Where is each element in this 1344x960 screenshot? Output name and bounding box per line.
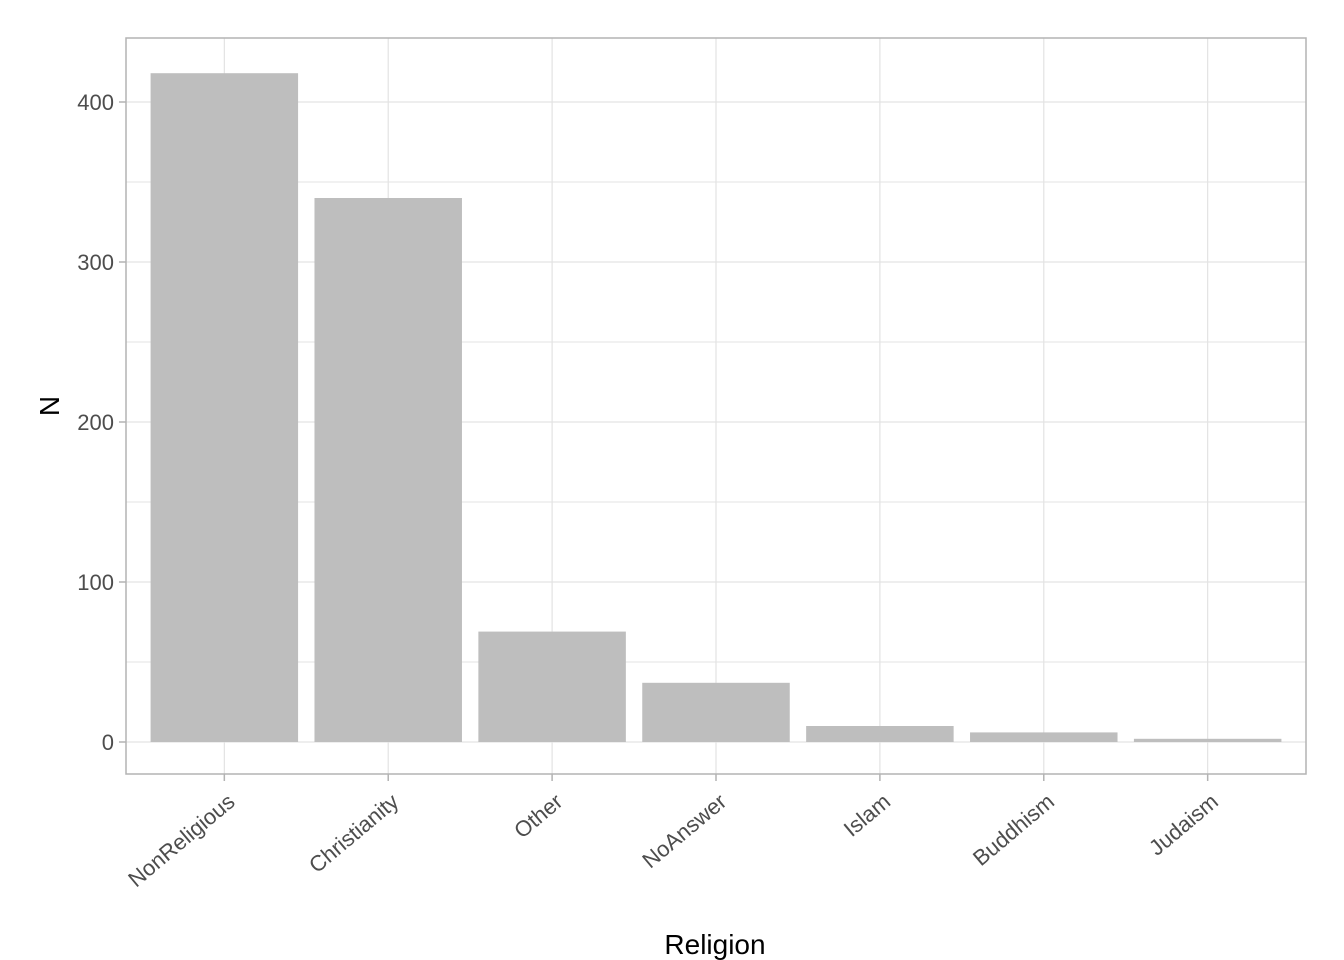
y-tick-label: 200 (77, 410, 114, 435)
bar-islam (806, 726, 954, 742)
bar-christianity (314, 198, 462, 742)
x-tick-label: Buddhism (968, 789, 1059, 871)
y-axis-title: N (34, 396, 65, 416)
y-tick-label: 300 (77, 250, 114, 275)
bar-buddhism (970, 732, 1118, 742)
y-tick-label: 100 (77, 570, 114, 595)
x-axis-title: Religion (664, 929, 765, 960)
bar-noanswer (642, 682, 790, 742)
y-tick-label: 0 (102, 730, 114, 755)
grid-layer (126, 38, 1306, 774)
x-tick-label: NonReligious (123, 789, 239, 892)
x-tick-label: Christianity (304, 789, 403, 878)
bar-layer (150, 73, 1282, 742)
x-tick-label: NoAnswer (637, 789, 731, 873)
y-tick-label: 400 (77, 90, 114, 115)
bar-nonreligious (150, 73, 299, 742)
bar-judaism (1133, 738, 1282, 742)
x-tick-label: Judaism (1144, 789, 1223, 861)
bar-other (478, 631, 626, 742)
x-tick-label: Other (509, 789, 567, 844)
x-tick-label: Islam (839, 789, 895, 842)
